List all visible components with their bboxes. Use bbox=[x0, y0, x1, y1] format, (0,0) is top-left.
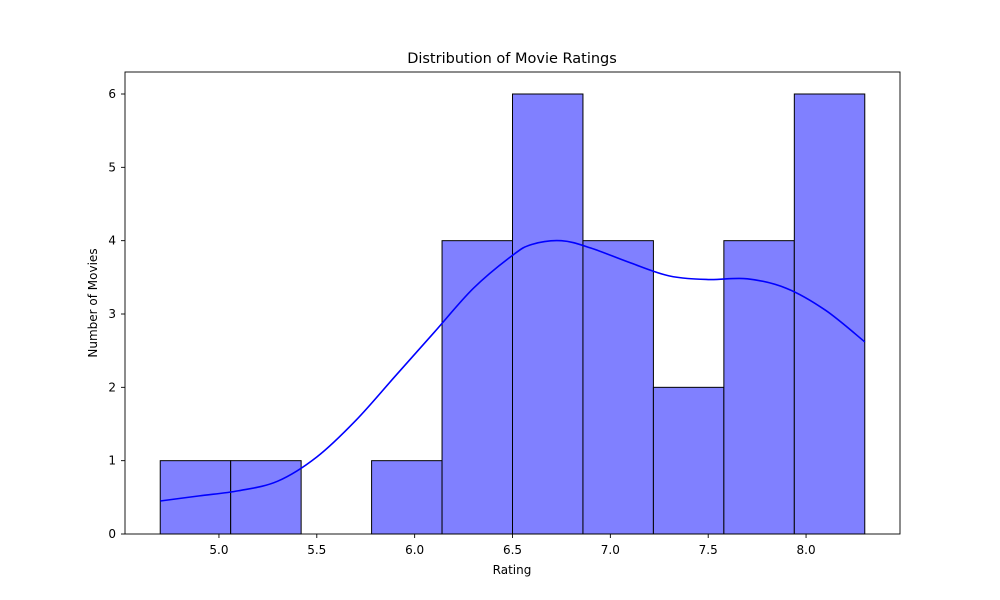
histogram-bar bbox=[723, 240, 795, 535]
y-tick-label: 0 bbox=[108, 527, 116, 541]
y-axis-label: Number of Movies bbox=[86, 248, 100, 357]
x-axis-label: Rating bbox=[493, 563, 532, 577]
x-tick-label: 5.5 bbox=[307, 543, 326, 557]
histogram-bar bbox=[652, 386, 725, 535]
y-tick-label: 3 bbox=[108, 307, 116, 321]
histogram-bar bbox=[441, 240, 513, 535]
y-tick-label: 5 bbox=[108, 160, 116, 174]
y-tick-label: 4 bbox=[108, 234, 116, 248]
histogram-bar bbox=[371, 460, 443, 535]
x-tick-label: 7.5 bbox=[699, 543, 718, 557]
y-axis: 0 1 2 3 4 5 6 bbox=[108, 87, 125, 541]
histogram-bar bbox=[230, 460, 302, 535]
kde-line bbox=[160, 239, 866, 502]
x-tick-label: 6.0 bbox=[405, 543, 424, 557]
histogram-bar bbox=[512, 93, 584, 535]
y-tick-label: 6 bbox=[108, 87, 116, 101]
histogram-bar bbox=[582, 240, 654, 535]
x-tick-label: 7.0 bbox=[601, 543, 620, 557]
x-tick-label: 5.0 bbox=[209, 543, 228, 557]
y-tick-label: 1 bbox=[108, 454, 116, 468]
histogram-bar bbox=[159, 460, 232, 535]
x-axis: 5.0 5.5 6.0 6.5 7.0 7.5 8.0 bbox=[209, 534, 816, 557]
bars-group bbox=[159, 93, 866, 535]
x-tick-label: 6.5 bbox=[503, 543, 522, 557]
x-tick-label: 8.0 bbox=[797, 543, 816, 557]
chart-title: Distribution of Movie Ratings bbox=[407, 51, 617, 67]
y-tick-label: 2 bbox=[108, 380, 116, 394]
